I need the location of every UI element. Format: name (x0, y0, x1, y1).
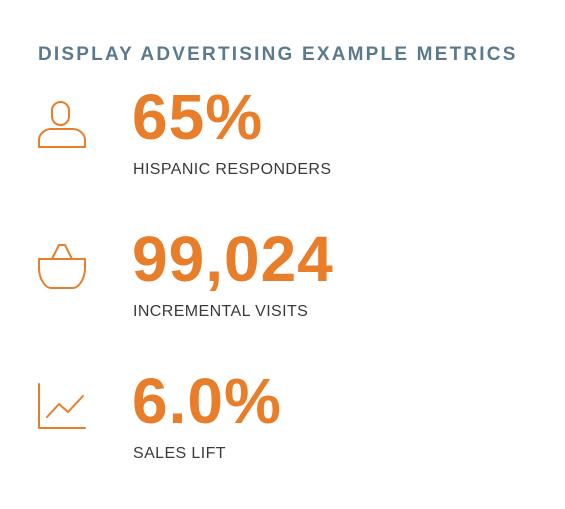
metric-value: 65% (132, 81, 264, 153)
page-title: DISPLAY ADVERTISING EXAMPLE METRICS (38, 44, 518, 65)
metric-label: SALES LIFT (133, 445, 226, 462)
metric-value: 6.0% (132, 365, 282, 437)
line-chart-icon (37, 382, 87, 432)
metric-hispanic-responders: 65% HISPANIC RESPONDERS (0, 82, 565, 192)
shopping-basket-icon (37, 242, 87, 292)
metric-sales-lift: 6.0% SALES LIFT (0, 366, 565, 476)
metric-incremental-visits: 99,024 INCREMENTAL VISITS (0, 224, 565, 334)
metric-label: HISPANIC RESPONDERS (133, 161, 332, 178)
metric-label: INCREMENTAL VISITS (133, 303, 309, 320)
metric-value: 99,024 (132, 223, 334, 295)
person-icon (37, 100, 87, 150)
